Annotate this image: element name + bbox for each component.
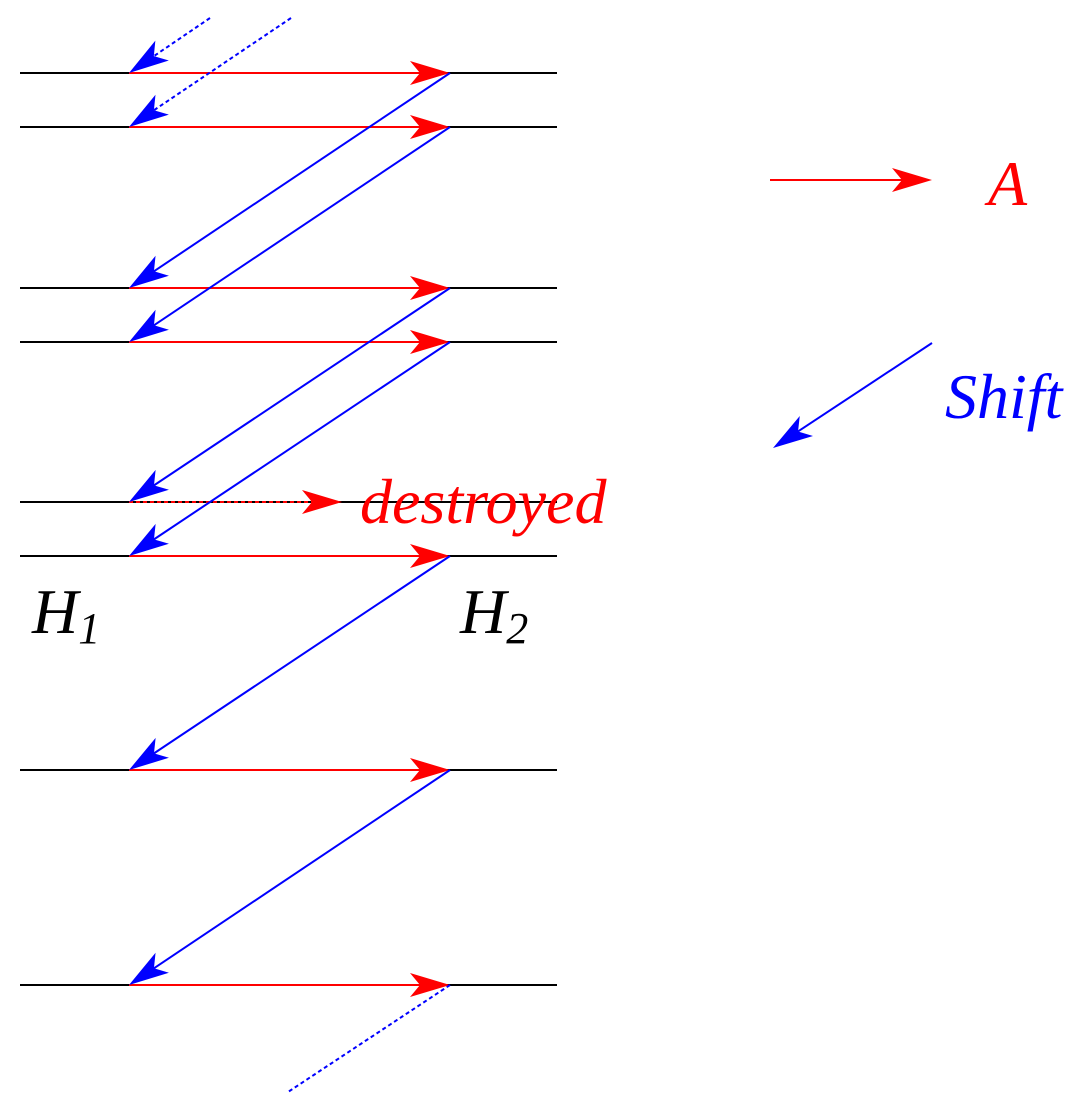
a-arrow-7 <box>129 973 450 997</box>
a-arrow-2 <box>129 276 450 300</box>
shift-arrow-2-head-icon <box>129 469 169 502</box>
shift-arrow-5-shaft <box>153 769 451 970</box>
legend-shift-arrow-shaft <box>797 342 933 433</box>
a-arrow-6 <box>129 758 450 782</box>
shift-arrow-3-shaft <box>153 341 451 541</box>
legend-a-arrow <box>770 168 932 192</box>
shift-arrow-1-head-icon <box>129 309 169 342</box>
shift-arrow-4-shaft <box>153 555 451 755</box>
shift-arrow-incoming-2-shaft <box>153 17 292 112</box>
shift-arrow-1 <box>129 126 451 342</box>
legend-shift-label: Shift <box>945 361 1065 432</box>
shift-arrow-incoming-2 <box>129 17 292 127</box>
a-arrow-5-head-icon <box>410 544 450 568</box>
a-arrow-1 <box>129 115 450 139</box>
a-arrow-7-head-icon <box>410 973 450 997</box>
a-arrow-5 <box>129 544 450 568</box>
shift-arrow-5-head-icon <box>129 952 169 985</box>
a-arrow-2-head-icon <box>410 276 450 300</box>
shift-arrow-0-shaft <box>153 72 451 273</box>
shift-arrow-outgoing <box>287 984 451 1093</box>
shift-arrow-0-head-icon <box>129 255 169 288</box>
legend-a-arrow-head-icon <box>892 168 932 192</box>
shift-arrow-incoming-2-head-icon <box>129 94 169 127</box>
destroyed-label: destroyed <box>360 466 607 537</box>
shift-arrow-incoming-1-shaft <box>153 17 211 57</box>
a-arrow-1-head-icon <box>410 115 450 139</box>
a-arrow-0-head-icon <box>410 61 450 85</box>
legend-shift-arrow-head-icon <box>773 415 813 448</box>
destroyed-arrow-head-icon <box>302 490 342 514</box>
shift-arrow-4-head-icon <box>129 737 169 770</box>
shift-arrow-2-shaft <box>153 287 451 487</box>
shift-arrow-incoming-1 <box>129 17 211 73</box>
h2-label: H2 <box>459 576 528 653</box>
a-arrow-3 <box>129 330 450 354</box>
shift-arrow-0 <box>129 72 451 288</box>
legend-a-label: A <box>984 148 1028 219</box>
shift-arrow-4 <box>129 555 451 770</box>
h1-label: H1 <box>31 576 100 653</box>
a-arrow-3-head-icon <box>410 330 450 354</box>
shift-arrow-1-shaft <box>153 126 451 327</box>
legend-shift-arrow <box>773 342 933 448</box>
a-arrow-0 <box>129 61 450 85</box>
shift-arrow-2 <box>129 287 451 502</box>
shift-arrow-outgoing-shaft <box>287 984 451 1093</box>
a-arrow-6-head-icon <box>410 758 450 782</box>
destroyed-arrow <box>129 490 342 514</box>
shift-arrow-3 <box>129 341 451 556</box>
shift-arrow-5 <box>129 769 451 985</box>
shift-arrow-incoming-1-head-icon <box>129 40 169 73</box>
shift-arrow-3-head-icon <box>129 523 169 556</box>
